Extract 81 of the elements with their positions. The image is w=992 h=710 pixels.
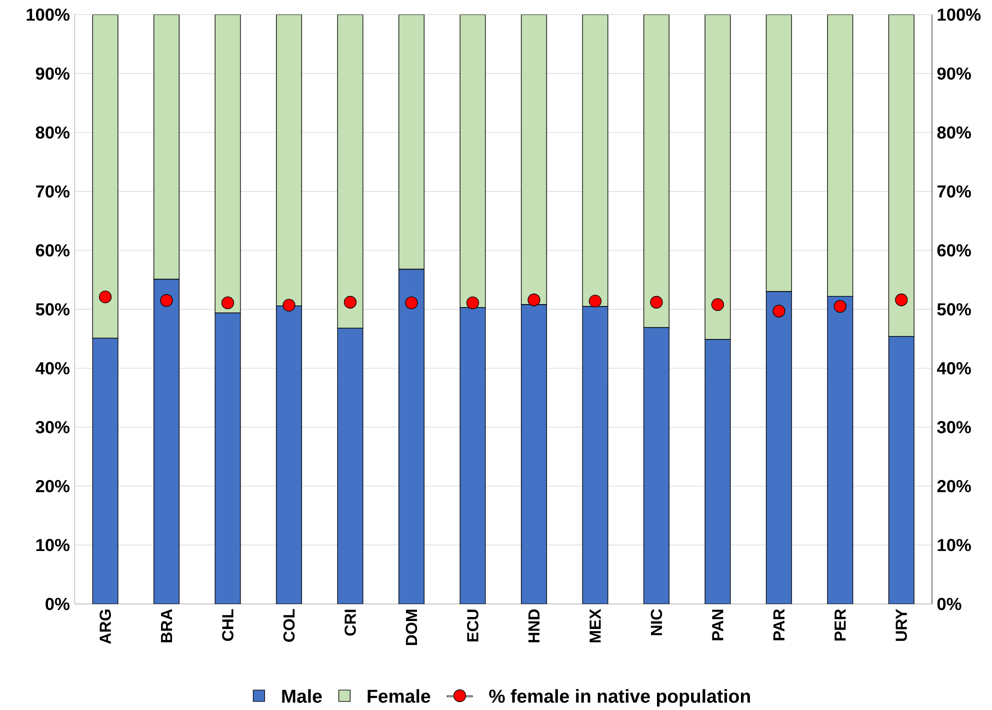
x-tick-label: CHL	[222, 609, 234, 641]
y2-tick-label: 70%	[937, 185, 971, 198]
y-tick-label: 40%	[36, 362, 70, 374]
x-tick-label: ARG	[100, 610, 111, 644]
legend-label: % female in native population	[489, 689, 750, 707]
point	[344, 296, 357, 309]
bar	[582, 306, 608, 604]
bar	[766, 291, 792, 604]
x-tick-label: PER	[834, 609, 846, 641]
point	[160, 294, 173, 307]
y2-tick-label: 10%	[938, 538, 971, 552]
y2-tick-label: 0%	[937, 598, 962, 610]
bar	[766, 14, 792, 292]
bar	[276, 305, 302, 604]
point	[650, 296, 663, 309]
y2-tick-label: 50%	[937, 303, 971, 316]
bar	[827, 14, 854, 297]
x-tick-label: PAN	[712, 610, 724, 640]
bar	[643, 14, 670, 328]
x-tick-label: DOM	[406, 610, 418, 645]
bar	[888, 336, 914, 604]
point	[834, 300, 846, 313]
x-tick-label: CRI	[344, 610, 356, 636]
bar	[460, 14, 486, 308]
y-tick-label: 90%	[36, 67, 70, 80]
bar	[398, 14, 424, 270]
bar	[214, 14, 241, 314]
x-tick-label: ECU	[467, 610, 478, 642]
bar	[704, 339, 731, 604]
legend-label: Male	[282, 689, 322, 703]
y2-tick-label: 80%	[937, 126, 971, 139]
point	[405, 296, 418, 310]
point	[221, 296, 234, 310]
point	[772, 304, 786, 318]
bar	[827, 296, 854, 604]
bar	[337, 328, 364, 604]
bar	[337, 14, 364, 329]
y2-tick-label: 40%	[936, 362, 971, 374]
y-tick-label: 0%	[46, 598, 70, 610]
y-tick-label: 50%	[36, 303, 70, 316]
y2-tick-label: 20%	[937, 480, 971, 492]
bar	[154, 14, 180, 280]
x-tick-label: NIC	[650, 609, 662, 636]
x-tick-label: PAR	[773, 609, 784, 640]
x-tick-label: HND	[528, 609, 540, 642]
y-tick-label: 20%	[36, 480, 70, 492]
y2-tick-label: 100%	[938, 8, 981, 21]
x-tick-label: MEX	[590, 608, 601, 642]
point	[588, 294, 602, 308]
bar	[214, 312, 241, 604]
y-tick-label: 10%	[36, 538, 70, 552]
point	[528, 294, 540, 306]
x-tick-label: BRA	[161, 609, 172, 642]
y-tick-label: 70%	[36, 185, 70, 198]
y2-tick-label: 30%	[937, 421, 971, 434]
point	[711, 298, 724, 311]
bar	[520, 14, 547, 305]
legend-label: Female	[368, 689, 430, 703]
bar	[520, 304, 547, 604]
bar	[92, 338, 118, 604]
bar	[398, 268, 424, 604]
point	[466, 296, 480, 310]
bar	[92, 14, 118, 339]
x-tick-label: COL	[283, 609, 295, 642]
point	[282, 298, 296, 312]
point	[895, 294, 908, 306]
bar	[460, 307, 486, 604]
bar	[888, 14, 914, 337]
bar	[582, 14, 608, 307]
y-tick-label: 60%	[36, 244, 70, 257]
y2-tick-label: 60%	[937, 244, 971, 257]
y-tick-label: 80%	[36, 126, 70, 139]
bar	[704, 14, 731, 340]
y-tick-label: 100%	[26, 8, 70, 21]
y2-tick-label: 90%	[937, 67, 971, 80]
x-tick-label: URY	[896, 608, 907, 641]
point	[98, 290, 112, 304]
y-tick-label: 30%	[36, 421, 70, 434]
bar	[276, 14, 302, 306]
bar	[643, 327, 670, 604]
bar	[154, 278, 180, 604]
